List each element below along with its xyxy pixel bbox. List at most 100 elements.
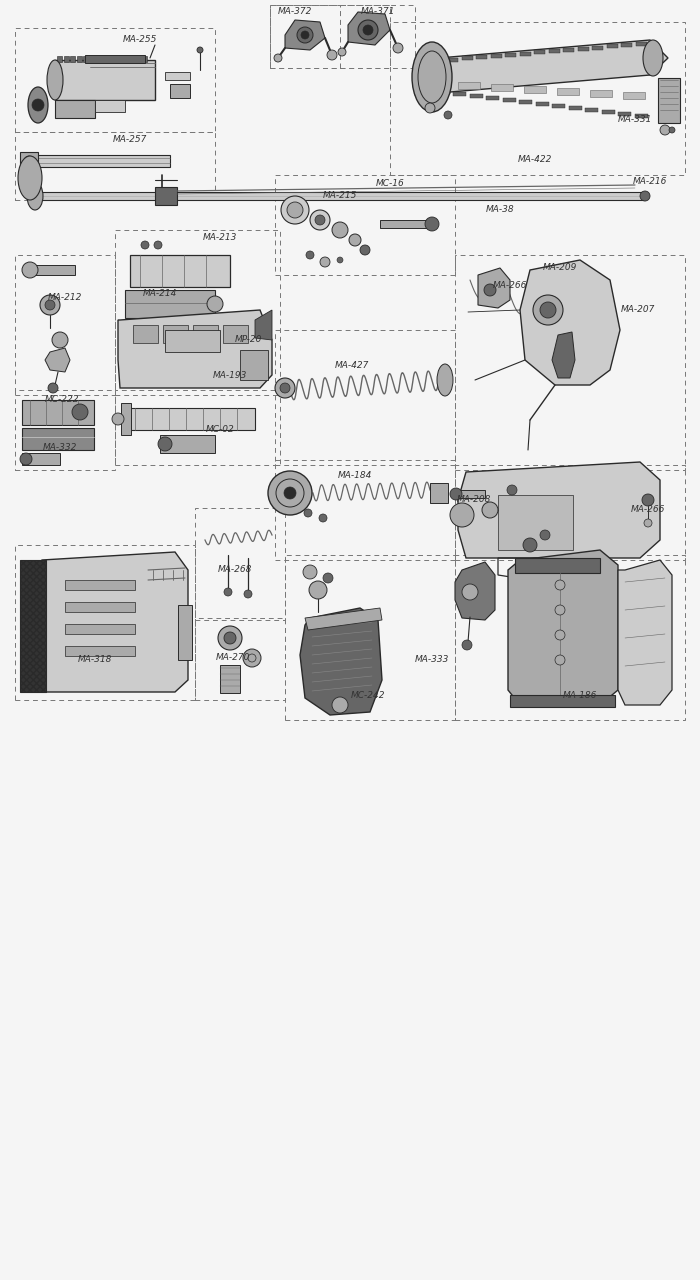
Bar [165, 72, 190, 79]
Bar [519, 51, 531, 55]
Bar [425, 79, 447, 87]
Bar [557, 88, 579, 95]
Circle shape [555, 580, 565, 590]
Text: MA-257: MA-257 [113, 136, 147, 145]
Bar [195, 508, 285, 620]
Bar [15, 390, 115, 470]
Bar [65, 623, 135, 634]
Bar [121, 403, 131, 435]
Circle shape [301, 31, 309, 38]
Circle shape [244, 590, 252, 598]
Text: MC-16: MC-16 [376, 178, 405, 187]
Bar [623, 92, 645, 99]
Bar [65, 646, 135, 655]
Text: MA-318: MA-318 [78, 655, 112, 664]
Bar [515, 558, 600, 573]
Bar [455, 490, 485, 498]
Text: MA-38: MA-38 [486, 206, 514, 215]
Text: MP-20: MP-20 [234, 335, 262, 344]
Bar [503, 99, 515, 102]
Text: MA-270: MA-270 [216, 654, 250, 663]
Circle shape [332, 221, 348, 238]
Circle shape [72, 404, 88, 420]
Bar [453, 92, 466, 96]
Bar [590, 90, 612, 97]
Text: MC-242: MC-242 [351, 690, 385, 699]
Text: MA-216: MA-216 [633, 178, 667, 187]
Bar [109, 56, 114, 61]
Circle shape [523, 538, 537, 552]
Text: MA-266: MA-266 [631, 506, 665, 515]
Bar [240, 349, 268, 380]
Circle shape [112, 413, 124, 425]
Bar [135, 56, 140, 61]
Circle shape [425, 102, 435, 113]
Circle shape [32, 99, 44, 111]
Ellipse shape [28, 87, 48, 123]
Bar [491, 84, 513, 91]
Bar [430, 483, 448, 503]
Bar [433, 59, 444, 63]
Bar [552, 104, 565, 108]
Bar [178, 605, 192, 660]
Bar [470, 93, 482, 99]
Polygon shape [508, 550, 618, 705]
Circle shape [243, 649, 261, 667]
Text: MA-255: MA-255 [122, 36, 158, 45]
Bar [634, 114, 648, 118]
Text: MA-212: MA-212 [48, 293, 82, 302]
Ellipse shape [437, 364, 453, 396]
Ellipse shape [47, 60, 63, 100]
Text: MA-213: MA-213 [203, 233, 237, 242]
Text: MA-333: MA-333 [415, 655, 449, 664]
Bar [155, 187, 177, 205]
Bar [275, 175, 455, 275]
Bar [193, 325, 218, 343]
Bar [20, 561, 46, 692]
Circle shape [462, 640, 472, 650]
Circle shape [248, 654, 256, 662]
Circle shape [158, 436, 172, 451]
Bar [130, 255, 230, 287]
Text: MA-372: MA-372 [278, 8, 312, 17]
Polygon shape [458, 462, 660, 558]
Bar [65, 602, 135, 612]
Bar [534, 50, 545, 54]
Bar [115, 390, 280, 465]
Circle shape [297, 27, 313, 44]
Bar [22, 399, 94, 425]
Bar [380, 220, 430, 228]
Circle shape [141, 241, 149, 250]
Circle shape [555, 630, 565, 640]
Bar [223, 325, 248, 343]
Bar [510, 695, 615, 707]
Bar [621, 44, 632, 47]
Bar [270, 5, 340, 68]
Bar [491, 54, 501, 58]
Bar [30, 265, 75, 275]
Text: MA-186: MA-186 [563, 690, 597, 699]
Circle shape [320, 257, 330, 268]
Bar [220, 666, 240, 692]
Bar [636, 42, 647, 46]
Bar [15, 545, 195, 700]
Polygon shape [28, 552, 188, 692]
Bar [476, 55, 487, 59]
Text: MC-02: MC-02 [206, 425, 234, 434]
Bar [96, 56, 101, 61]
Bar [170, 84, 190, 99]
Text: MA-427: MA-427 [335, 361, 369, 370]
Ellipse shape [27, 182, 43, 210]
Circle shape [358, 20, 378, 40]
Bar [340, 5, 415, 68]
Circle shape [218, 626, 242, 650]
Bar [55, 60, 155, 100]
Bar [15, 255, 115, 396]
Circle shape [669, 127, 675, 133]
Bar [601, 110, 615, 114]
Bar [65, 580, 135, 590]
Circle shape [640, 191, 650, 201]
Circle shape [281, 196, 309, 224]
Ellipse shape [412, 42, 452, 111]
Circle shape [197, 47, 203, 52]
